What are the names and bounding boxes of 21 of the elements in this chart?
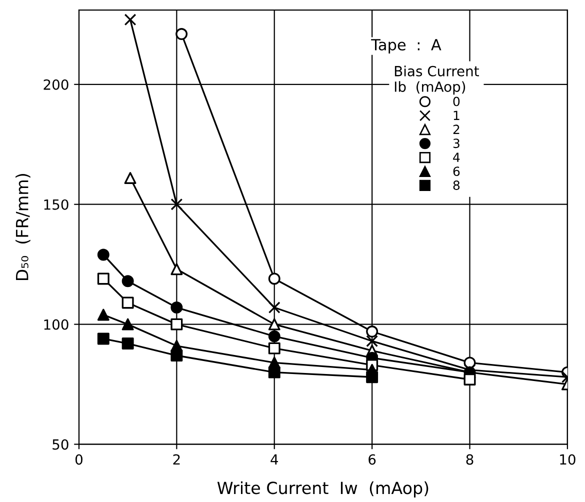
legend-label: 4 (453, 152, 460, 162)
x-tick-label: 4 (270, 454, 278, 465)
legend-label: 3 (453, 138, 460, 148)
legend-title: Bias Current Ib (mAop) (394, 66, 479, 95)
x-tick-label: 10 (560, 454, 576, 465)
x-tick-label: 2 (173, 454, 180, 465)
legend-label: 1 (454, 110, 460, 120)
y-tick-label: 150 (44, 199, 68, 210)
legend-label: 6 (453, 166, 460, 176)
x-tick-label: 0 (75, 454, 82, 465)
x-axis-title: Write Current Iw (mAop) (217, 481, 428, 498)
y-axis-title: D₅₀ (FR/mm) (16, 174, 30, 280)
legend-label: 0 (453, 96, 460, 106)
y-tick-label: 200 (44, 79, 68, 90)
legend-label: 8 (453, 180, 460, 190)
annotation: Tape : A (371, 39, 442, 54)
y-tick-label: 100 (44, 319, 68, 330)
x-tick-label: 8 (466, 454, 474, 465)
y-tick-label: 50 (52, 439, 68, 450)
x-tick-label: 6 (368, 454, 376, 465)
legend-label: 2 (453, 124, 460, 134)
